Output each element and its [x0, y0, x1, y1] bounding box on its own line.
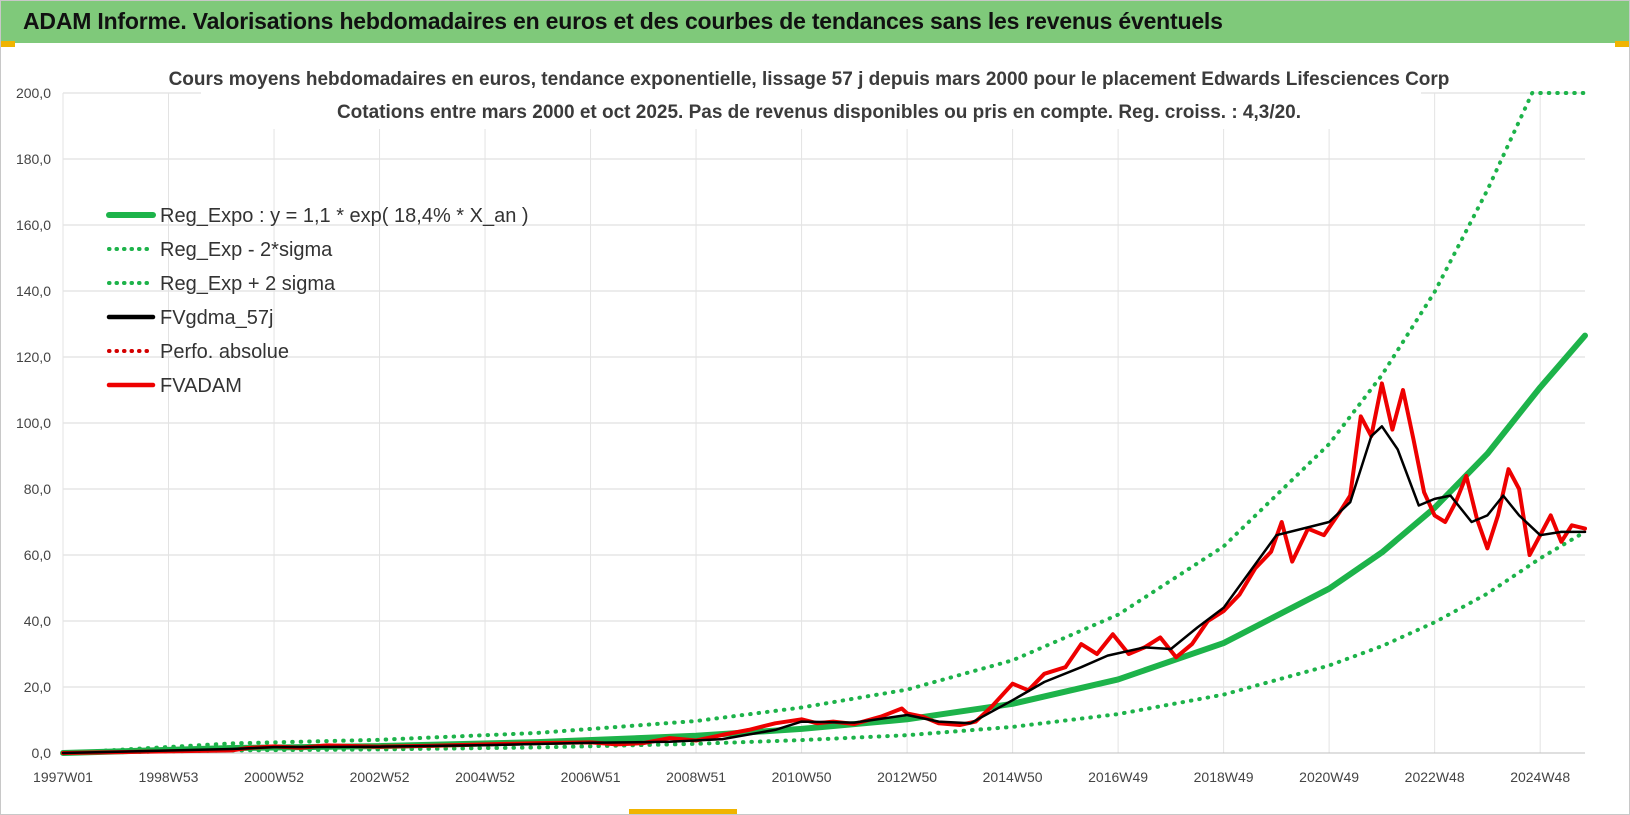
y-tick-label: 120,0: [16, 349, 51, 365]
x-tick-label: 2022W48: [1405, 769, 1465, 785]
x-tick-label: 2004W52: [455, 769, 515, 785]
legend-label: Reg_Exp + 2 sigma: [160, 273, 336, 295]
series: [60, 91, 1588, 756]
legend-label: FVgdma_57j: [160, 307, 273, 329]
header-bar: ADAM Informe. Valorisations hebdomadaire…: [1, 1, 1629, 43]
x-tick-label: 2016W49: [1088, 769, 1148, 785]
x-tick-label: 1997W01: [33, 769, 93, 785]
legend: Reg_Expo : y = 1,1 * exp( 18,4% * X_an )…: [106, 205, 529, 397]
chart-title-background: [201, 63, 1421, 129]
chart-subtitle: Cotations entre mars 2000 et oct 2025. P…: [337, 102, 1301, 123]
axes: 0,0 20,0 40,0 60,0 80,0 100,0 120,0 140,0 160,0 1…: [16, 85, 1585, 785]
x-tick-label: 2000W52: [244, 769, 304, 785]
y-tick-label: 20,0: [24, 679, 51, 695]
x-tick-label: 2014W50: [983, 769, 1043, 785]
y-tick-label: 80,0: [24, 481, 51, 497]
legend-label: Perfo. absolue: [160, 341, 289, 363]
scrollbar-accent: [629, 809, 737, 814]
legend-label: Reg_Expo : y = 1,1 * exp( 18,4% * X_an ): [160, 205, 529, 227]
series-line-reg: [60, 332, 1588, 756]
x-tick-label: 2024W48: [1510, 769, 1570, 785]
x-tick-label: 2002W52: [350, 769, 410, 785]
legend-label: Reg_Exp - 2*sigma: [160, 239, 333, 261]
chart-title: Cours moyens hebdomadaires en euros, ten…: [169, 69, 1450, 90]
legend-label: FVADAM: [160, 375, 242, 397]
x-tick-label: 2008W51: [666, 769, 726, 785]
chart-title-block: Cours moyens hebdomadaires en euros, ten…: [169, 63, 1450, 129]
y-tick-label: 160,0: [16, 217, 51, 233]
y-tick-label: 200,0: [16, 85, 51, 101]
page-title: ADAM Informe. Valorisations hebdomadaire…: [23, 8, 1223, 34]
line-chart: 0,0 20,0 40,0 60,0 80,0 100,0 120,0 140,0 160,0 1…: [16, 63, 1588, 785]
y-tick-label: 60,0: [24, 547, 51, 563]
x-tick-label: 2012W50: [877, 769, 937, 785]
y-tick-label: 100,0: [16, 415, 51, 431]
x-tick-label: 2018W49: [1194, 769, 1254, 785]
x-tick-label: 2020W49: [1299, 769, 1359, 785]
y-tick-label: 180,0: [16, 151, 51, 167]
y-tick-label: 0,0: [32, 745, 52, 761]
series-line-smooth: [61, 425, 1587, 755]
y-tick-label: 140,0: [16, 283, 51, 299]
corner-accent-right: [1615, 41, 1629, 47]
x-tick-label: 2006W51: [561, 769, 621, 785]
series-line-low: [61, 529, 1587, 755]
grid: [62, 92, 1585, 754]
x-tick-label: 2010W50: [772, 769, 832, 785]
corner-accent-left: [1, 41, 15, 47]
y-tick-label: 40,0: [24, 613, 51, 629]
x-tick-label: 1998W53: [139, 769, 199, 785]
